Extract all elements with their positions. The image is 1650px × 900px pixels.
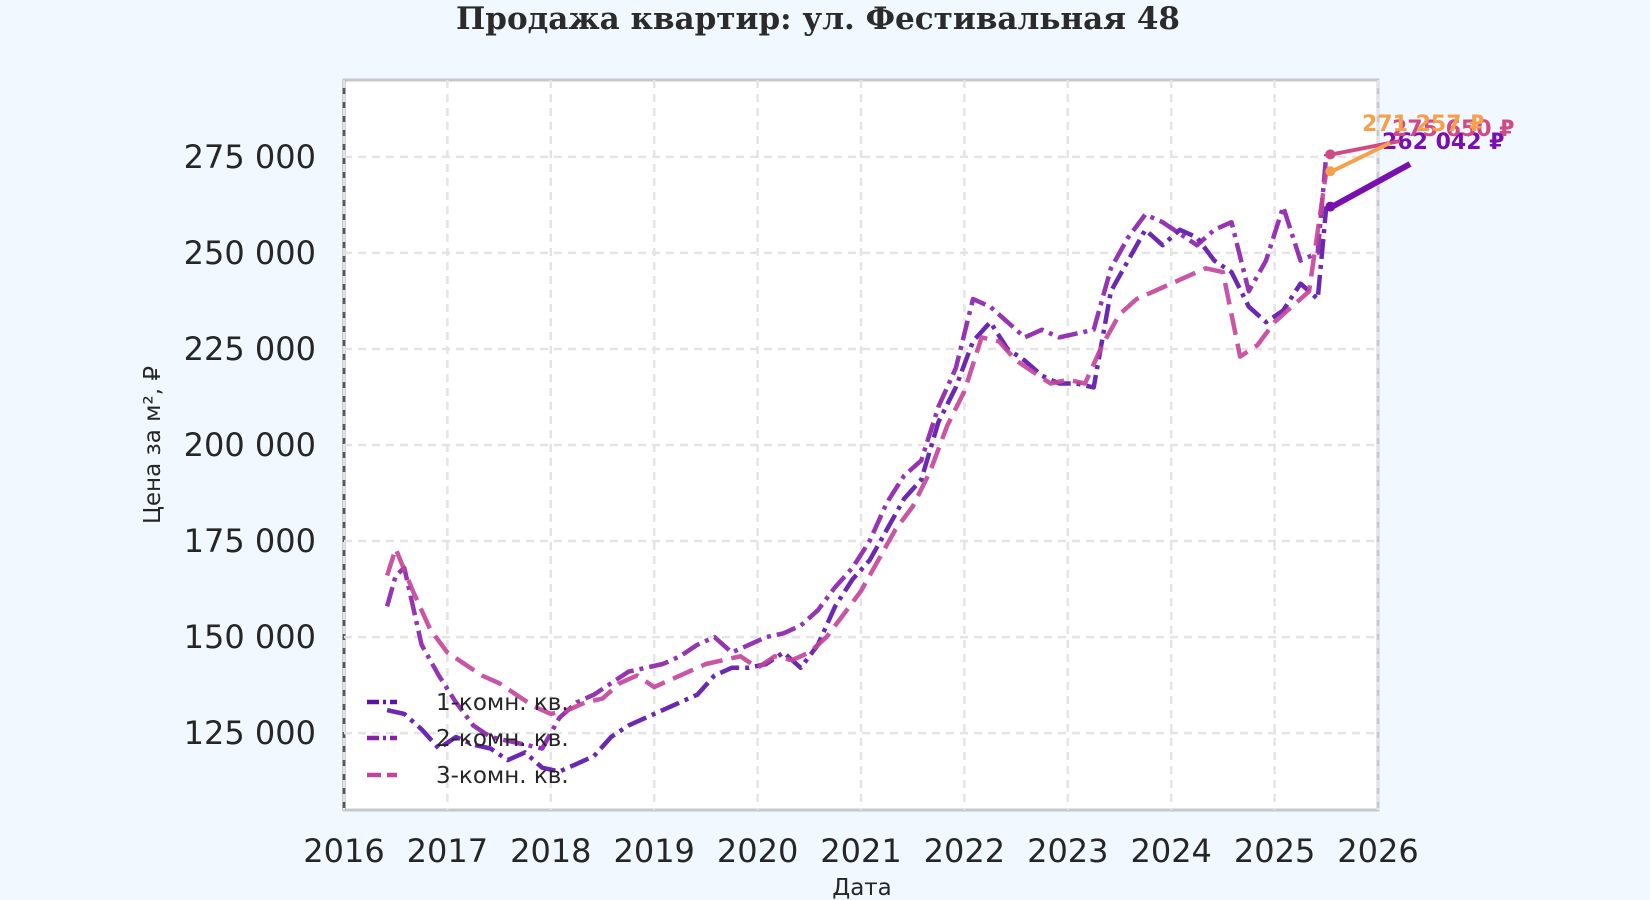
x-tick-label: 2021 xyxy=(820,832,901,870)
series-line-1room xyxy=(386,206,1329,774)
y-tick-label: 250 000 xyxy=(184,234,316,272)
x-tick-label: 2024 xyxy=(1130,832,1211,870)
annotation-label: 262 042 ₽ xyxy=(1382,130,1504,155)
x-tick-label: 2019 xyxy=(613,832,694,870)
legend-label-3room: 3-комн. кв. xyxy=(436,763,569,789)
annotation-arrowhead xyxy=(1325,166,1336,177)
series-line-2room xyxy=(384,154,1329,751)
x-tick-label: 2017 xyxy=(407,832,488,870)
legend-label-1room: 1-комн. кв. xyxy=(436,690,569,716)
legend: 1-комн. кв. 2-комн. кв. 3-комн. кв. xyxy=(367,690,569,789)
series-line-3room xyxy=(384,170,1329,717)
annotation-arrowhead xyxy=(1325,149,1336,160)
series-lines xyxy=(384,154,1329,774)
annotation-arrow xyxy=(1330,161,1412,210)
legend-label-2room: 2-комн. кв. xyxy=(436,726,569,752)
y-tick-label: 125 000 xyxy=(184,714,316,752)
annotation-arrowhead xyxy=(1325,201,1336,212)
x-tick-label: 2022 xyxy=(924,832,1005,870)
y-tick-label: 225 000 xyxy=(184,330,316,368)
y-tick-label: 175 000 xyxy=(184,522,316,560)
y-tick-label: 150 000 xyxy=(184,618,316,656)
grid xyxy=(342,80,1380,810)
chart-title: Продажа квартир: ул. Фестивальная 48 xyxy=(456,1,1180,37)
x-axis-label: Дата xyxy=(832,875,892,900)
x-tick-label: 2016 xyxy=(303,832,384,870)
annotations: 262 042 ₽275 650 ₽271 257 ₽ xyxy=(1325,112,1514,212)
x-tick-label: 2020 xyxy=(717,832,798,870)
x-tick-label: 2025 xyxy=(1234,832,1315,870)
y-tick-label: 275 000 xyxy=(184,138,316,176)
annotation-label: 271 257 ₽ xyxy=(1362,112,1484,137)
axis-ticks: 2016 2017 2018 2019 2020 2021 2022 2023 2024 2025… xyxy=(184,138,1419,870)
annotation-arrow xyxy=(1331,141,1391,174)
y-axis-label: Цена за м², ₽ xyxy=(140,366,166,524)
x-tick-label: 2026 xyxy=(1337,832,1418,870)
x-tick-label: 2018 xyxy=(510,832,591,870)
annotation-label: 275 650 ₽ xyxy=(1392,117,1514,142)
x-tick-label: 2023 xyxy=(1027,832,1108,870)
y-tick-label: 200 000 xyxy=(184,426,316,464)
